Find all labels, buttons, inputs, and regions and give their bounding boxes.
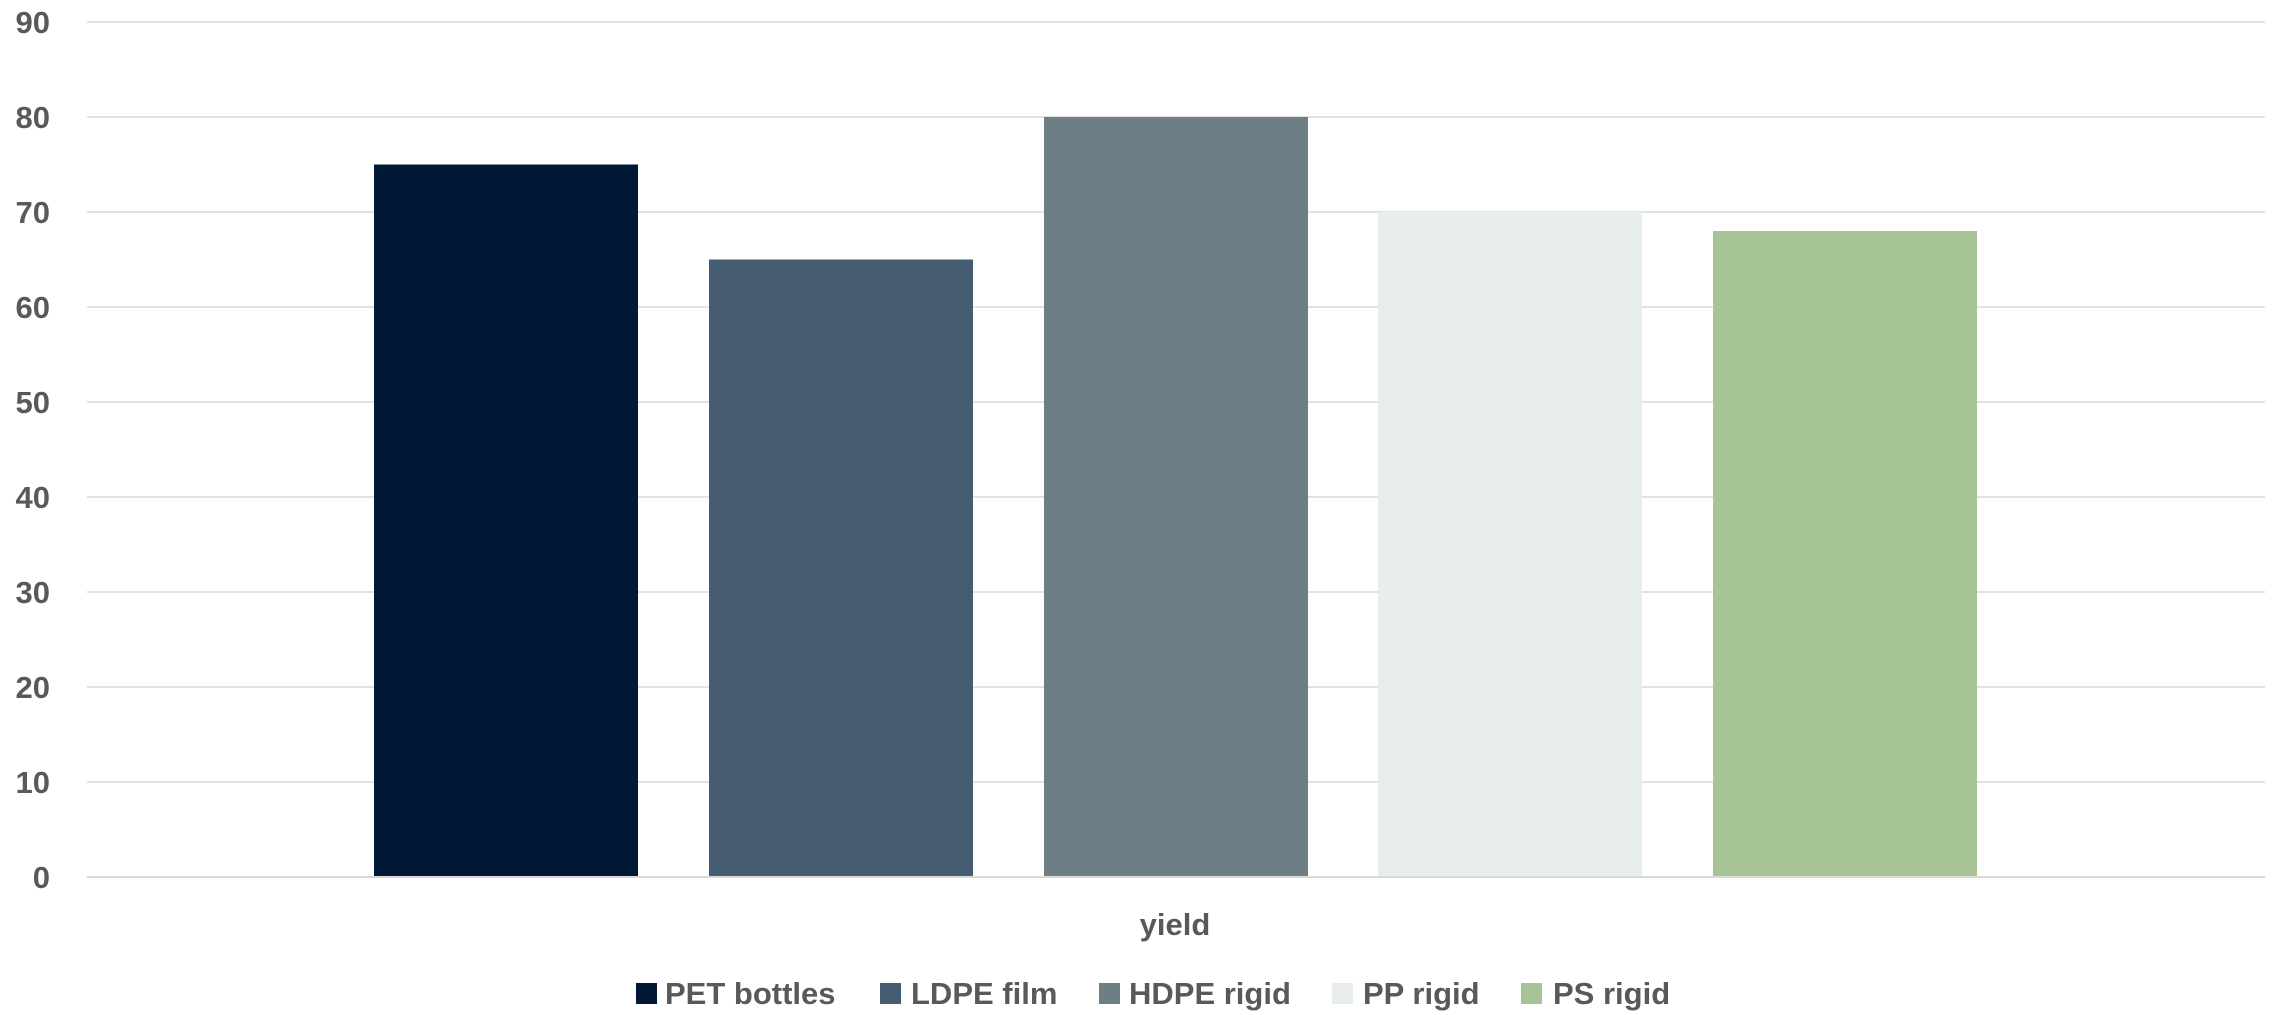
y-tick-label: 40: [16, 480, 50, 515]
legend-label: HDPE rigid: [1129, 976, 1291, 1011]
x-category-label: yield: [1140, 907, 1211, 942]
bar-ldpe-film: [709, 259, 973, 877]
bar-ps-rigid: [1713, 231, 1977, 877]
legend-swatch: [1099, 983, 1120, 1004]
legend-label: LDPE film: [911, 976, 1057, 1011]
legend-swatch: [1521, 983, 1542, 1004]
y-tick-label: 30: [16, 575, 50, 610]
bar-hdpe-rigid: [1044, 117, 1308, 877]
legend-item-hdpe-rigid: HDPE rigid: [1099, 976, 1291, 1011]
y-tick-label: 10: [16, 765, 50, 800]
legend-swatch: [636, 983, 657, 1004]
legend-item-pp-rigid: PP rigid: [1332, 976, 1480, 1011]
y-axis-tick-labels: 0 10 20 30 40 50 60 70 80 90: [16, 5, 50, 895]
y-tick-label: 90: [16, 5, 50, 40]
legend-item-ldpe-film: LDPE film: [880, 976, 1057, 1011]
y-tick-label: 0: [33, 860, 50, 895]
legend: PET bottles LDPE film HDPE rigid PP rigid PS…: [636, 976, 1670, 1011]
bar-pp-rigid: [1378, 212, 1642, 877]
bars: [374, 117, 1977, 877]
y-tick-label: 60: [16, 290, 50, 325]
legend-label: PET bottles: [665, 976, 836, 1011]
y-tick-label: 70: [16, 195, 50, 230]
legend-swatch: [880, 983, 901, 1004]
legend-item-pet-bottles: PET bottles: [636, 976, 836, 1011]
legend-swatch: [1332, 983, 1353, 1004]
legend-label: PP rigid: [1363, 976, 1480, 1011]
bar-pet-bottles: [374, 164, 638, 877]
x-axis: yield: [87, 876, 2265, 942]
y-tick-label: 80: [16, 100, 50, 135]
legend-item-ps-rigid: PS rigid: [1521, 976, 1670, 1011]
y-tick-label: 20: [16, 670, 50, 705]
y-tick-label: 50: [16, 385, 50, 420]
legend-label: PS rigid: [1553, 976, 1670, 1011]
